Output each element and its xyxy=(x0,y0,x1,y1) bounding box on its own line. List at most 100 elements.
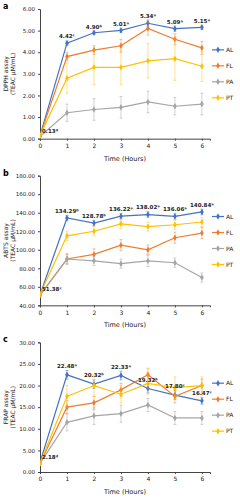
marker xyxy=(119,43,123,49)
x-tick: 6 xyxy=(200,139,204,149)
y-tick-mark xyxy=(38,305,40,306)
y-tick: 100.00 xyxy=(16,247,40,253)
legend-marker xyxy=(216,229,220,235)
x-tick: 3 xyxy=(120,139,124,149)
y-tick: 5.00 xyxy=(23,448,40,454)
marker xyxy=(146,99,150,105)
error-bar xyxy=(119,219,122,228)
marker xyxy=(40,460,42,466)
data-label: 5.01ᵃ xyxy=(113,21,130,27)
series-line xyxy=(40,222,202,294)
marker xyxy=(173,222,177,228)
y-tick-mark xyxy=(38,287,40,288)
marker xyxy=(119,242,123,248)
data-label: 2.18ᵈ xyxy=(42,454,59,460)
y-tick: 6.00 xyxy=(23,6,40,12)
error-bar xyxy=(146,44,149,79)
data-label: 138.02ᵃ xyxy=(136,204,160,210)
y-axis: 0.005.0010.0015.0020.0025.0030.00 xyxy=(19,340,40,476)
error-bar xyxy=(146,245,149,254)
y-tick-mark xyxy=(38,31,40,32)
x-tick: 5 xyxy=(174,139,178,149)
marker xyxy=(65,110,69,116)
panel-title: a xyxy=(3,2,8,11)
error-bar xyxy=(200,217,203,226)
marker xyxy=(119,104,123,110)
x-tick-mark xyxy=(67,305,68,307)
marker xyxy=(200,382,204,388)
y-tick: 180.00 xyxy=(16,173,40,179)
y-tick-label: 2.00 xyxy=(23,93,36,99)
x-tick-label: 6 xyxy=(200,142,204,149)
data-label: 20.32ᵇ xyxy=(84,372,104,378)
x-tick-label: 0 xyxy=(39,142,43,149)
panel-title: b xyxy=(3,169,9,178)
x-axis-title: Time (Hours) xyxy=(103,488,146,496)
y-axis-line xyxy=(38,343,41,473)
x-tick-mark xyxy=(121,305,122,307)
legend-marker xyxy=(216,213,220,219)
x-tick-label: 4 xyxy=(147,142,151,149)
y-axis-title: (TEAC µM/mL) xyxy=(9,219,17,261)
plot-area xyxy=(40,20,204,139)
legend-marker xyxy=(216,63,220,69)
y-tick-mark xyxy=(38,74,40,75)
y-tick-label: 15.00 xyxy=(19,404,35,410)
marker xyxy=(200,382,204,388)
x-tick-mark xyxy=(94,139,95,141)
legend-label: PT xyxy=(226,427,234,434)
x-tick-mark xyxy=(202,139,203,141)
x-tick-label: 1 xyxy=(66,142,70,149)
marker xyxy=(173,103,177,109)
data-labels: 0.13ᵈ4.42ᶜ4.90ᵇ5.01ᵃ5.34ᵃ5.09ᵃ5.15ᵃ xyxy=(42,13,210,134)
x-axis-line xyxy=(41,473,211,475)
marker xyxy=(173,415,177,421)
marker xyxy=(173,25,177,31)
marker xyxy=(173,55,177,61)
error-bar xyxy=(200,93,203,115)
legend-marker xyxy=(216,412,220,418)
marker xyxy=(65,75,69,81)
plot-area xyxy=(40,368,204,466)
y-tick-label: 140.00 xyxy=(16,210,36,216)
error-bar xyxy=(173,232,176,243)
y-tick-mark xyxy=(38,176,40,177)
y-tick-label: 4.00 xyxy=(23,49,36,55)
error-bar xyxy=(65,104,68,121)
legend-marker xyxy=(216,79,220,85)
y-tick: 5.00 xyxy=(23,28,40,34)
legend-label: FL xyxy=(226,62,233,69)
y-tick: 30.00 xyxy=(19,340,40,346)
data-label: 0.13ᵈ xyxy=(42,128,59,134)
y-axis: 40.0060.0080.00100.00120.00140.00160.001… xyxy=(16,173,41,309)
panel-b: b012345640.0060.0080.00100.00120.00140.0… xyxy=(2,169,234,330)
error-bar xyxy=(200,273,203,282)
panel-c: c01234560.005.0010.0015.0020.0025.0030.0… xyxy=(2,335,234,496)
error-bar xyxy=(119,50,122,85)
x-tick: 2 xyxy=(93,139,97,149)
y-tick-label: 30.00 xyxy=(19,340,35,346)
data-labels: 51.38ᶜ134.29ᵇ128.78ᵇ136.22ᵃ138.02ᵃ136.06… xyxy=(42,202,214,293)
x-tick-mark xyxy=(67,139,68,141)
x-tick-mark xyxy=(94,472,95,474)
legend-label: FL xyxy=(226,229,233,236)
legend-label: PT xyxy=(226,94,234,101)
error-bar xyxy=(146,255,149,266)
x-axis-title: Time (Hours) xyxy=(103,321,146,329)
x-tick-label: 5 xyxy=(174,475,178,482)
marker xyxy=(65,233,69,239)
marker xyxy=(200,45,204,51)
x-tick: 5 xyxy=(174,472,178,482)
legend-marker xyxy=(216,428,220,434)
error-bar xyxy=(146,212,149,218)
x-tick-label: 3 xyxy=(120,142,124,149)
x-tick-label: 0 xyxy=(39,475,43,482)
error-bar xyxy=(200,397,203,404)
marker xyxy=(65,40,69,46)
x-tick: 5 xyxy=(174,305,178,315)
error-bar xyxy=(146,222,149,231)
series-line xyxy=(40,375,202,464)
x-tick: 1 xyxy=(66,139,70,149)
data-label: 134.29ᵇ xyxy=(55,208,79,214)
error-bar xyxy=(65,253,68,264)
